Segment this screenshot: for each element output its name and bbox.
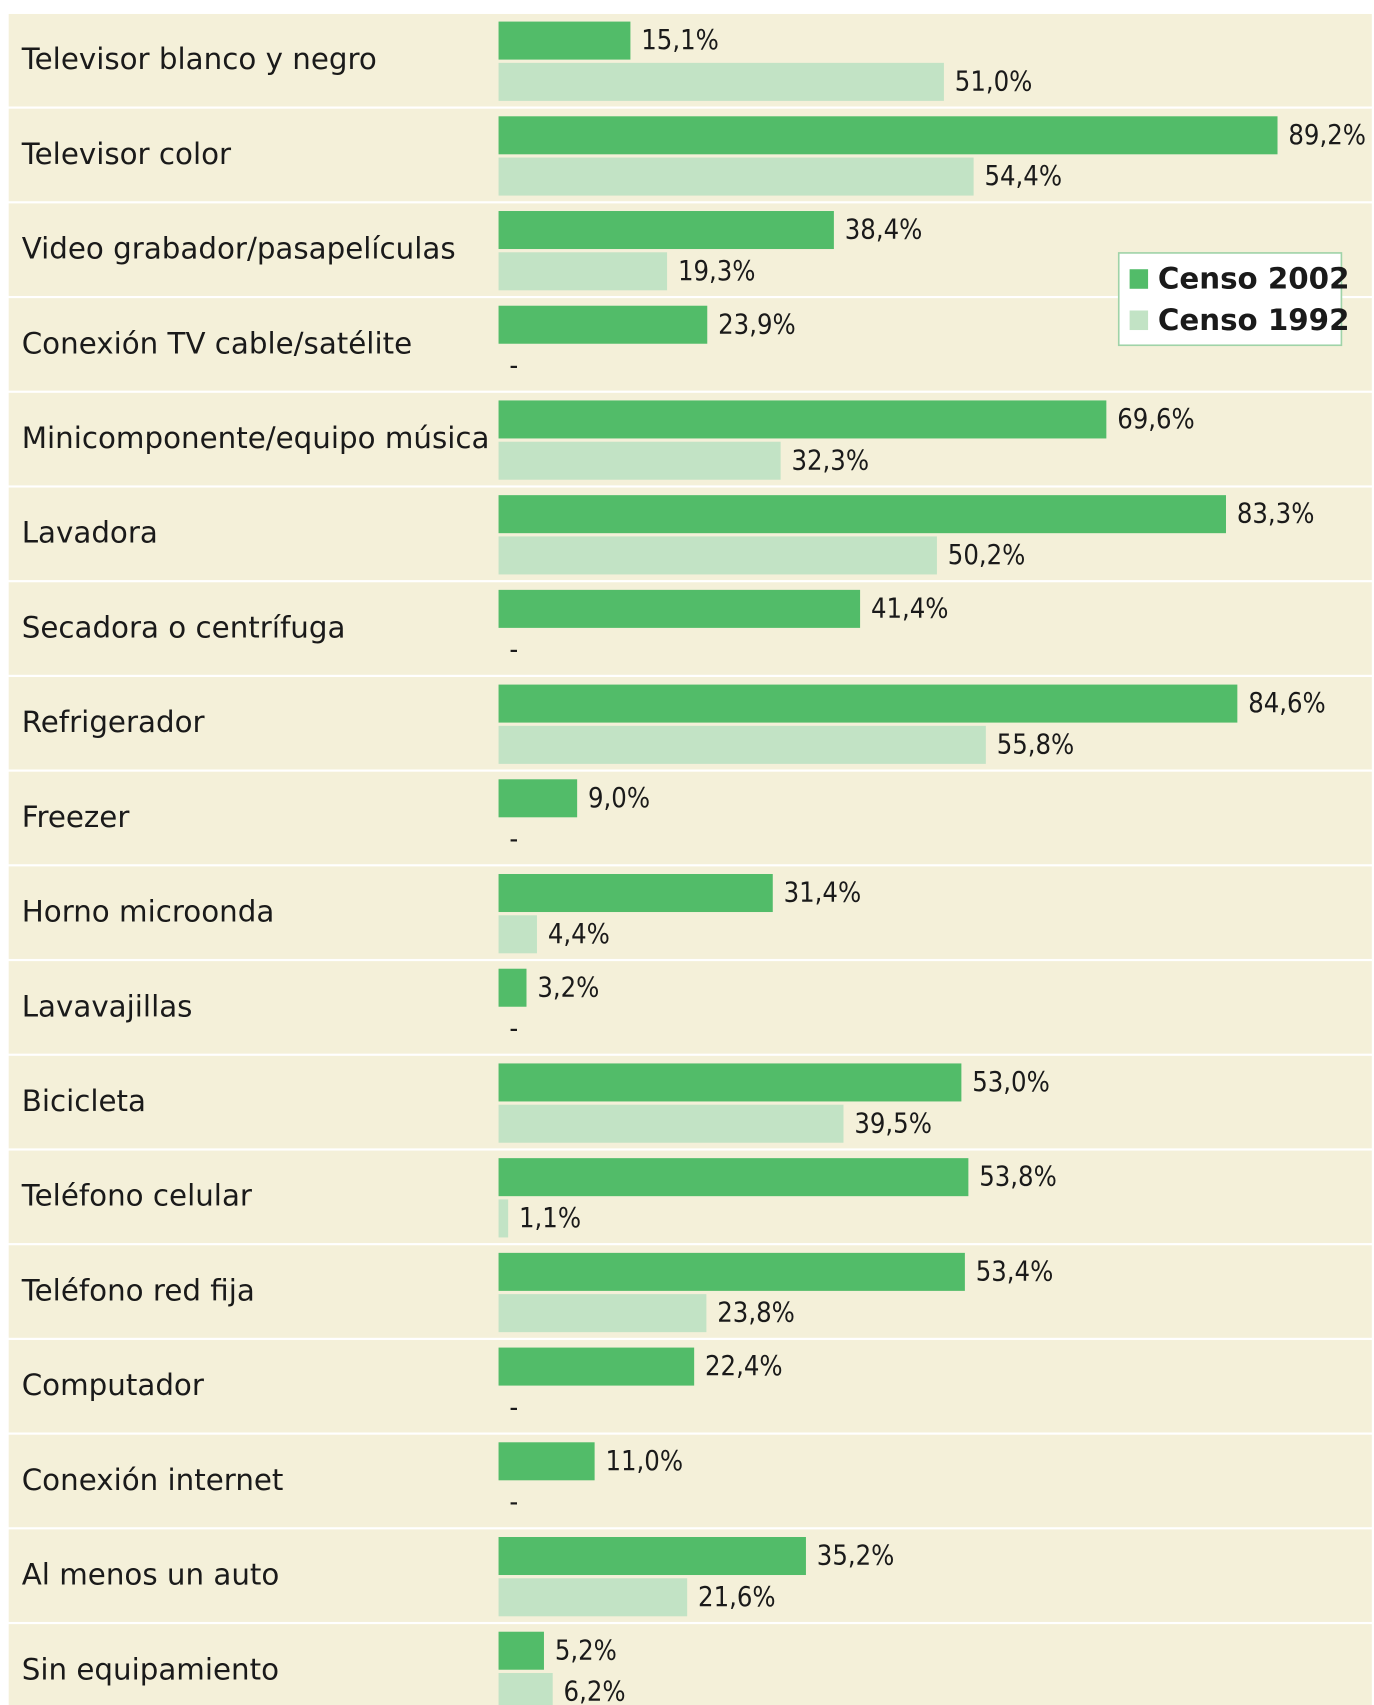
legend-label: Censo 1992 — [1158, 303, 1350, 337]
value-label: 19,3% — [678, 256, 756, 287]
value-label: 5,2% — [555, 1635, 617, 1666]
category-label: Video grabador/pasapelículas — [22, 232, 456, 266]
category-label: Conexión internet — [22, 1463, 284, 1497]
legend-swatch — [1129, 310, 1149, 331]
value-label: 9,0% — [588, 783, 650, 814]
value-label: - — [509, 635, 518, 666]
value-label: 50,2% — [948, 540, 1026, 571]
bar — [498, 1294, 707, 1333]
category-label: Televisor color — [21, 137, 232, 171]
bar — [498, 116, 1278, 155]
bar — [498, 1672, 553, 1705]
bar — [498, 211, 834, 250]
value-label: 55,8% — [997, 729, 1075, 760]
marks: 15,1% 51,0% 89,2% 54,4% 38,4% 19,3% 23,9% - 69,6… — [498, 21, 1366, 1705]
bar — [498, 1199, 509, 1238]
value-label: 3,2% — [537, 972, 599, 1003]
legend-label: Censo 2002 — [1158, 262, 1350, 296]
value-label: 1,1% — [519, 1203, 581, 1234]
category-label: Conexión TV cable/satélite — [22, 326, 412, 360]
value-label: 23,8% — [717, 1298, 795, 1329]
value-label: 89,2% — [1288, 120, 1366, 151]
value-label: 35,2% — [817, 1541, 895, 1572]
value-label: - — [509, 824, 518, 855]
bar — [498, 400, 1107, 439]
value-label: 51,0% — [955, 66, 1033, 97]
bar — [498, 495, 1226, 534]
value-label: - — [509, 351, 518, 382]
bar — [498, 1442, 595, 1481]
bar — [498, 915, 537, 954]
bar — [498, 305, 708, 344]
row-background — [8, 1624, 1372, 1705]
value-label: 39,5% — [854, 1108, 932, 1139]
value-label: 31,4% — [784, 878, 862, 909]
category-label: Freezer — [22, 800, 131, 834]
bar — [498, 1063, 962, 1102]
value-label: 23,9% — [718, 309, 796, 340]
value-label: 84,6% — [1248, 688, 1326, 719]
value-label: 4,4% — [548, 919, 610, 950]
value-label: 41,4% — [871, 593, 949, 624]
bar — [498, 157, 974, 196]
category-label: Refrigerador — [22, 705, 206, 739]
category-label: Lavadora — [22, 516, 158, 550]
category-label: Sin equipamiento — [22, 1652, 279, 1686]
bar — [498, 1578, 688, 1617]
legend-swatch — [1129, 269, 1149, 289]
bar — [498, 1104, 844, 1143]
row-background — [8, 961, 1372, 1054]
bar — [498, 1347, 695, 1386]
value-label: 53,0% — [972, 1067, 1050, 1098]
bar — [498, 1252, 965, 1291]
category-label: Teléfono red fija — [21, 1273, 255, 1307]
bar — [498, 1537, 806, 1576]
bar — [498, 684, 1238, 723]
category-label: Lavavajillas — [22, 989, 193, 1023]
category-label: Secadora o centrífuga — [22, 610, 346, 644]
value-label: 22,4% — [705, 1351, 783, 1382]
row-background — [8, 1434, 1372, 1528]
category-label: Horno microonda — [22, 895, 275, 929]
category-label: Al menos un auto — [22, 1558, 280, 1592]
value-label: 6,2% — [564, 1677, 626, 1705]
category-label: Bicicleta — [22, 1084, 146, 1118]
bar — [498, 1158, 969, 1197]
bar — [498, 779, 578, 818]
bar — [498, 441, 781, 480]
row-background — [8, 771, 1372, 865]
bar — [498, 1631, 544, 1670]
category-label: Minicomponente/equipo música — [22, 421, 490, 455]
bar — [498, 21, 631, 60]
category-label: Teléfono celular — [21, 1179, 253, 1213]
value-label: 21,6% — [698, 1582, 776, 1613]
bar — [498, 589, 861, 628]
value-label: 54,4% — [984, 161, 1062, 192]
category-label: Computador — [22, 1368, 205, 1402]
value-label: 32,3% — [791, 445, 869, 476]
bar — [498, 536, 937, 575]
value-label: 38,4% — [845, 215, 923, 246]
value-label: 11,0% — [605, 1446, 683, 1477]
legend: Censo 2002 Censo 1992 — [1117, 252, 1350, 347]
bar — [498, 252, 668, 291]
legend-box — [1117, 252, 1343, 347]
value-label: - — [509, 1487, 518, 1518]
value-label: - — [509, 1392, 518, 1423]
value-label: 53,8% — [979, 1162, 1057, 1193]
bar — [498, 725, 986, 764]
value-label: 69,6% — [1117, 404, 1195, 435]
value-label: 53,4% — [976, 1256, 1054, 1287]
value-label: - — [509, 1014, 518, 1045]
category-label: Televisor blanco y negro — [21, 42, 377, 76]
bar — [498, 968, 527, 1007]
value-label: 83,3% — [1237, 499, 1315, 530]
bar — [498, 62, 944, 101]
value-label: 15,1% — [641, 25, 719, 56]
bar — [498, 874, 773, 913]
